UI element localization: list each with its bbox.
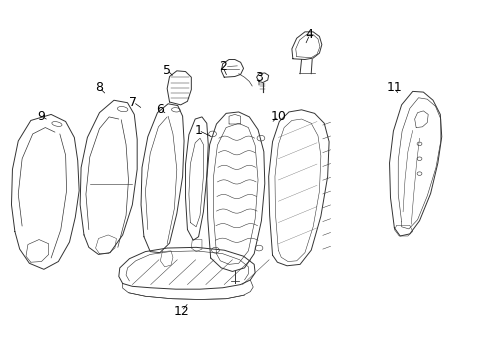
Text: 7: 7: [129, 95, 137, 108]
Text: 5: 5: [163, 64, 171, 77]
Text: 9: 9: [38, 110, 45, 123]
Text: 4: 4: [305, 28, 313, 41]
Text: 10: 10: [270, 110, 285, 123]
Text: 11: 11: [386, 81, 402, 94]
Text: 6: 6: [156, 103, 163, 116]
Text: 2: 2: [218, 60, 226, 73]
Text: 3: 3: [255, 71, 263, 84]
Text: 8: 8: [95, 81, 103, 94]
Text: 12: 12: [173, 305, 189, 318]
Text: 1: 1: [194, 124, 202, 137]
